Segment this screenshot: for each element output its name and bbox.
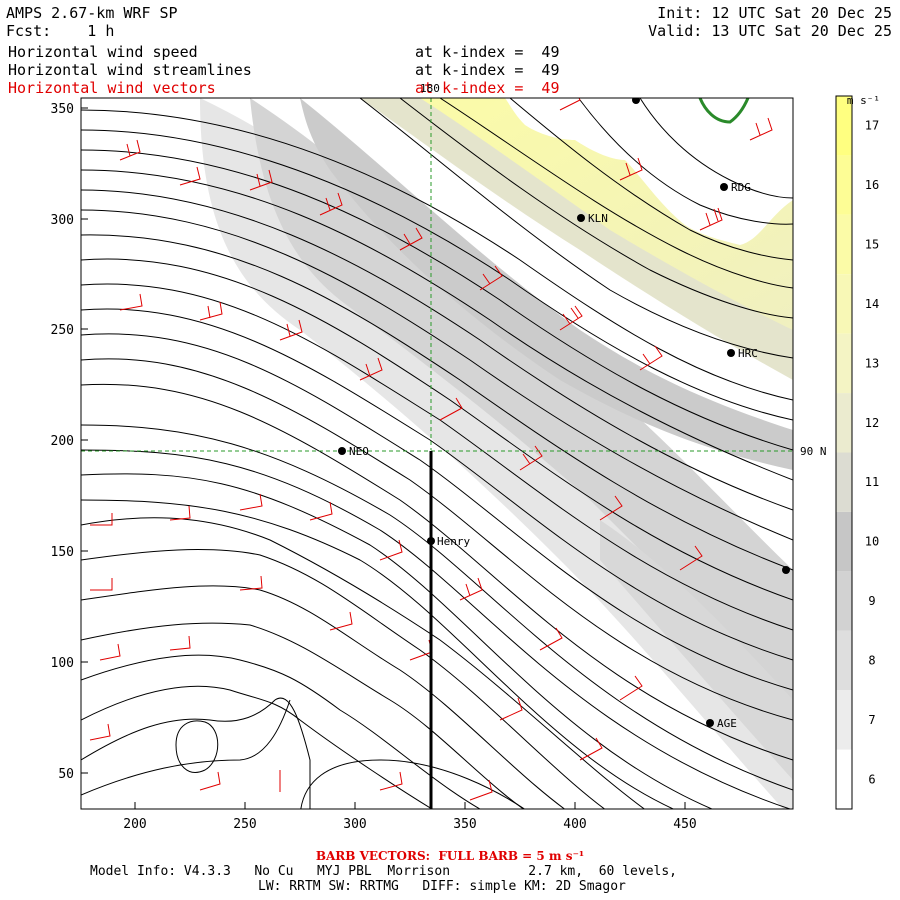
field-streamlines-level: at k-index = 49 (415, 61, 560, 79)
field-vectors-level: at k-index = 49 (415, 79, 560, 97)
colorbar-swatch (836, 511, 852, 572)
init-time: Init: 12 UTC Sat 20 Dec 25 (657, 4, 892, 22)
colorbar-label: 17 (865, 119, 879, 133)
field-streamlines: Horizontal wind streamlines (8, 61, 252, 79)
colorbar-label: 9 (868, 594, 875, 608)
forecast-hour: Fcst: 1 h (6, 22, 115, 40)
colorbar-label: 11 (865, 475, 879, 489)
colorbar-label: 13 (865, 356, 879, 370)
colorbar-swatch (836, 274, 852, 334)
x-tick-label: 400 (563, 817, 586, 832)
colorbar-label: 10 (865, 535, 879, 549)
station-hrc-label: HRC (738, 347, 758, 360)
colorbar-swatch (836, 96, 852, 156)
station-neo-label: NEO (349, 445, 369, 458)
station-age-marker (706, 719, 714, 727)
colorbar-swatch (836, 155, 852, 215)
y-tick-label: 100 (51, 656, 74, 671)
station-unlabeled-top-marker (632, 98, 640, 104)
colorbar: 6 7 8 9 10 11 12 13 14 15 16 17 (835, 95, 879, 810)
colorbar-swatch (836, 393, 852, 453)
valid-time: Valid: 13 UTC Sat 20 Dec 25 (648, 22, 892, 40)
y-tick-label: 250 (51, 323, 74, 338)
x-tick-label: 250 (233, 817, 256, 832)
barb-vector-note: BARB VECTORS: FULL BARB = 5 m s⁻¹ (315, 849, 585, 863)
parallel-label: 90 N (800, 445, 827, 458)
colorbar-swatch (836, 690, 852, 750)
field-vectors: Horizontal wind vectors (8, 79, 216, 97)
colorbar-swatch (836, 571, 852, 631)
station-rdg-label: RDG (731, 181, 751, 194)
x-tick-label: 200 (123, 817, 146, 832)
colorbar-swatch (836, 452, 852, 512)
model-physics: LW: RRTM SW: RRTMG DIFF: simple KM: 2D S… (258, 879, 626, 894)
colorbar-swatch (836, 333, 852, 394)
colorbar-label: 8 (868, 653, 875, 667)
model-info: Model Info: V4.3.3 No Cu MYJ PBL Morriso… (90, 864, 677, 879)
x-tick-label: 300 (343, 817, 366, 832)
station-rdg-marker (720, 183, 728, 191)
field-wind-speed-level: at k-index = 49 (415, 43, 560, 61)
station-neo-marker (338, 447, 346, 455)
axis-ticks (81, 107, 686, 809)
colorbar-frame (835, 95, 853, 810)
x-tick-label: 350 (453, 817, 476, 832)
station-kln-marker (577, 214, 585, 222)
station-hrc-marker (727, 349, 735, 357)
y-tick-label: 150 (51, 545, 74, 560)
wind-speed-shading (200, 98, 793, 809)
colorbar-swatch (836, 214, 852, 275)
x-tick-label: 450 (673, 817, 696, 832)
colorbar-units: m s⁻¹ (847, 94, 880, 107)
station-age-label: AGE (717, 717, 737, 730)
colorbar-label: 15 (865, 238, 879, 252)
y-tick-label: 350 (51, 102, 74, 117)
station-henry-label: Henry (437, 535, 470, 548)
streamlines (81, 98, 793, 809)
y-tick-label: 50 (58, 767, 74, 782)
meridian-label: 180 (420, 82, 440, 95)
colorbar-label: 7 (868, 713, 875, 727)
station-unlabeled-marker (782, 566, 790, 574)
station-markers (338, 98, 790, 727)
colorbar-label: 16 (865, 178, 879, 192)
wind-barbs (89, 98, 773, 801)
field-wind-speed: Horizontal wind speed (8, 43, 198, 61)
plot-frame (80, 97, 794, 810)
colorbar-label: 14 (865, 297, 879, 311)
colorbar-swatch (836, 749, 852, 809)
ice-shelf-contour (698, 98, 750, 124)
colorbar-swatch (836, 630, 852, 691)
station-kln-label: KLN (588, 212, 608, 225)
colorbar-label: 6 (868, 772, 875, 786)
station-henry-marker (427, 537, 435, 545)
y-tick-label: 300 (51, 213, 74, 228)
model-title: AMPS 2.67-km WRF SP (6, 4, 178, 22)
y-tick-label: 200 (51, 434, 74, 449)
colorbar-label: 12 (865, 416, 879, 430)
